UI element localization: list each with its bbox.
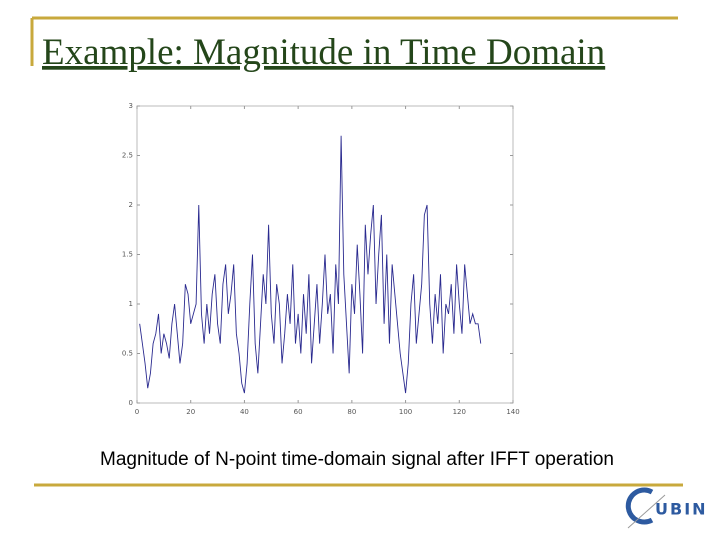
x-tick-label: 0 <box>135 408 139 416</box>
logo-text: UBIN <box>655 500 708 519</box>
y-tick-label: 1.5 <box>122 251 133 259</box>
x-tick-label: 40 <box>240 408 249 416</box>
slide-title: Example: Magnitude in Time Domain <box>42 32 605 73</box>
x-tick-label: 20 <box>186 408 195 416</box>
y-tick-label: 0.5 <box>122 350 133 358</box>
y-tick-label: 0 <box>129 399 133 407</box>
signal-line <box>139 135 482 394</box>
x-tick-label: 80 <box>347 408 356 416</box>
logo-mark <box>627 494 666 529</box>
x-tick-label: 140 <box>506 408 519 416</box>
x-tick-label: 100 <box>399 408 412 416</box>
caption: Magnitude of N-point time-domain signal … <box>100 449 614 470</box>
x-tick-label: 120 <box>453 408 466 416</box>
y-tick-label: 2 <box>129 201 133 209</box>
y-tick-label: 3 <box>129 102 133 110</box>
y-tick-label: 1 <box>129 300 133 308</box>
x-tick-label: 60 <box>294 408 303 416</box>
y-tick-label: 2.5 <box>122 152 133 160</box>
logo-mark <box>625 487 654 525</box>
